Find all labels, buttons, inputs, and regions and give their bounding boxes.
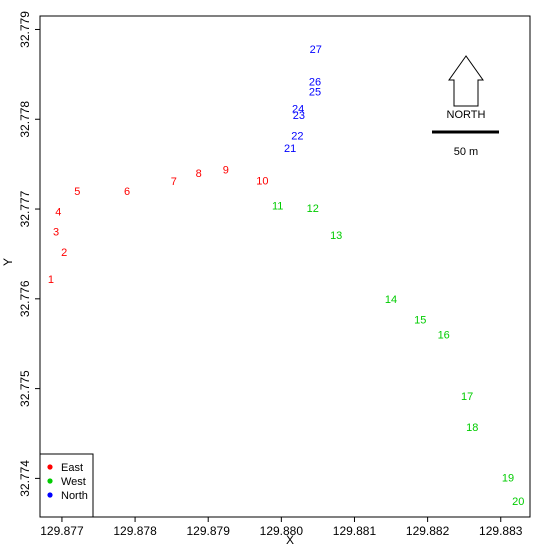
data-point-label: 2	[61, 247, 67, 259]
legend-marker	[47, 492, 53, 498]
y-tick-label: 32.779	[18, 11, 32, 48]
data-point-label: 19	[502, 472, 514, 484]
north-arrow-label: NORTH	[447, 109, 486, 121]
data-point-label: 8	[196, 168, 202, 180]
y-tick-label: 32.778	[18, 101, 32, 138]
north-arrow-icon	[448, 55, 484, 107]
north-arrow: NORTH	[447, 55, 486, 121]
legend-marker	[47, 478, 53, 484]
legend-label: North	[61, 490, 88, 502]
x-tick-label: 129.877	[40, 524, 84, 538]
data-point-label: 16	[438, 330, 450, 342]
scale-bar-label: 50 m	[454, 146, 478, 158]
legend-label: East	[61, 462, 83, 474]
y-axis: 32.774 32.775 32.776 32.777 32.778 32.779	[18, 11, 40, 497]
data-point-label: 10	[256, 175, 268, 187]
legend-box	[39, 453, 94, 518]
data-point-label: 22	[291, 130, 303, 142]
data-point-label: 24	[292, 103, 304, 115]
data-point-label: 15	[414, 314, 426, 326]
data-point-label: 26	[309, 77, 321, 89]
data-point-label: 21	[284, 143, 296, 155]
data-point-label: 6	[124, 186, 130, 198]
x-tick-label: 129.879	[187, 524, 231, 538]
y-tick-label: 32.776	[18, 280, 32, 317]
data-point-label: 11	[272, 200, 283, 212]
scale-bar: 50 m	[432, 130, 499, 158]
data-point-label: 5	[74, 186, 80, 198]
x-tick-label: 129.881	[333, 524, 377, 538]
data-point-label: 9	[223, 165, 229, 177]
data-point-label: 20	[512, 496, 524, 508]
y-tick-label: 32.777	[18, 190, 32, 227]
x-tick-label: 129.878	[113, 524, 157, 538]
x-axis-title: X	[286, 533, 294, 547]
data-point-label: 17	[461, 391, 473, 403]
data-point-label: 13	[330, 230, 342, 242]
x-tick-label: 129.880	[260, 524, 304, 538]
data-point-label: 4	[55, 207, 61, 219]
data-point-label: 18	[466, 422, 478, 434]
y-axis-title: Y	[1, 258, 15, 266]
data-point-label: 12	[307, 203, 319, 215]
y-tick-label: 32.774	[18, 460, 32, 497]
x-tick-label: 129.883	[479, 524, 523, 538]
data-point-label: 7	[171, 176, 177, 188]
series-west: 11 12 13 14 15 16 17 18 19 20	[272, 200, 524, 507]
plot-frame	[39, 15, 531, 518]
data-point-label: 14	[385, 294, 397, 306]
data-point-label: 3	[53, 226, 59, 238]
data-point-label: 27	[310, 44, 322, 56]
x-tick-label: 129.882	[406, 524, 450, 538]
y-tick-label: 32.775	[18, 370, 32, 407]
data-point-label: 23	[293, 110, 305, 122]
x-axis: 129.877 129.878 129.879 129.880 129.881 129.8…	[40, 517, 523, 538]
legend-marker	[47, 464, 53, 470]
legend-label: West	[61, 476, 86, 488]
data-point-label: 1	[48, 274, 54, 286]
data-point-label: 25	[309, 86, 321, 98]
legend: East West North	[39, 453, 94, 518]
